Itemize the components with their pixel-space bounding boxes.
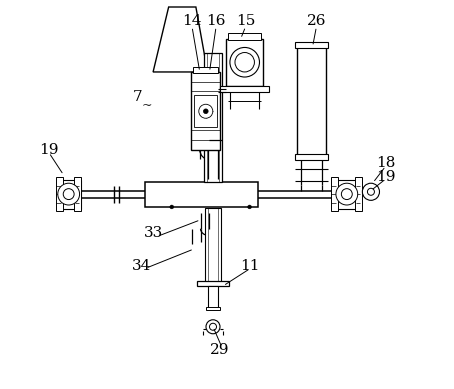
Bar (60, 180, 81, 209)
Bar (208, 286, 217, 308)
Text: 19: 19 (376, 170, 395, 184)
Circle shape (209, 323, 217, 330)
Bar (220, 86, 269, 92)
Bar (56, 177, 63, 211)
Text: 11: 11 (241, 259, 260, 273)
Bar (194, 95, 217, 127)
Bar (336, 180, 357, 209)
Circle shape (336, 183, 358, 205)
Circle shape (170, 205, 174, 209)
Text: 18: 18 (376, 156, 395, 170)
Text: 33: 33 (143, 226, 163, 240)
Text: 14: 14 (182, 14, 202, 28)
Bar (331, 177, 338, 211)
Text: 19: 19 (39, 143, 59, 157)
Bar (204, 53, 222, 182)
Bar (191, 72, 220, 150)
Circle shape (230, 47, 260, 77)
Circle shape (203, 109, 208, 114)
Circle shape (362, 183, 380, 200)
Bar (74, 177, 81, 211)
Circle shape (199, 104, 213, 118)
Bar (295, 154, 328, 160)
Text: 15: 15 (236, 14, 255, 28)
Circle shape (341, 189, 352, 200)
Bar (297, 47, 326, 156)
Bar (226, 39, 263, 86)
Circle shape (247, 205, 252, 209)
Text: 26: 26 (307, 14, 326, 28)
Text: 16: 16 (207, 14, 226, 28)
Circle shape (235, 53, 254, 72)
Bar (145, 182, 258, 207)
Circle shape (58, 183, 79, 205)
Text: 29: 29 (209, 343, 229, 357)
Circle shape (367, 188, 375, 195)
Bar (207, 307, 220, 310)
Bar (295, 42, 328, 48)
Bar (205, 208, 221, 282)
Bar (193, 67, 218, 73)
Bar (355, 177, 362, 211)
Polygon shape (153, 7, 207, 72)
Bar (197, 281, 229, 286)
Text: ~: ~ (142, 99, 153, 112)
Text: 34: 34 (132, 259, 151, 273)
Circle shape (63, 189, 74, 200)
Bar (228, 33, 261, 40)
Circle shape (206, 320, 220, 334)
Text: 7: 7 (133, 90, 143, 104)
